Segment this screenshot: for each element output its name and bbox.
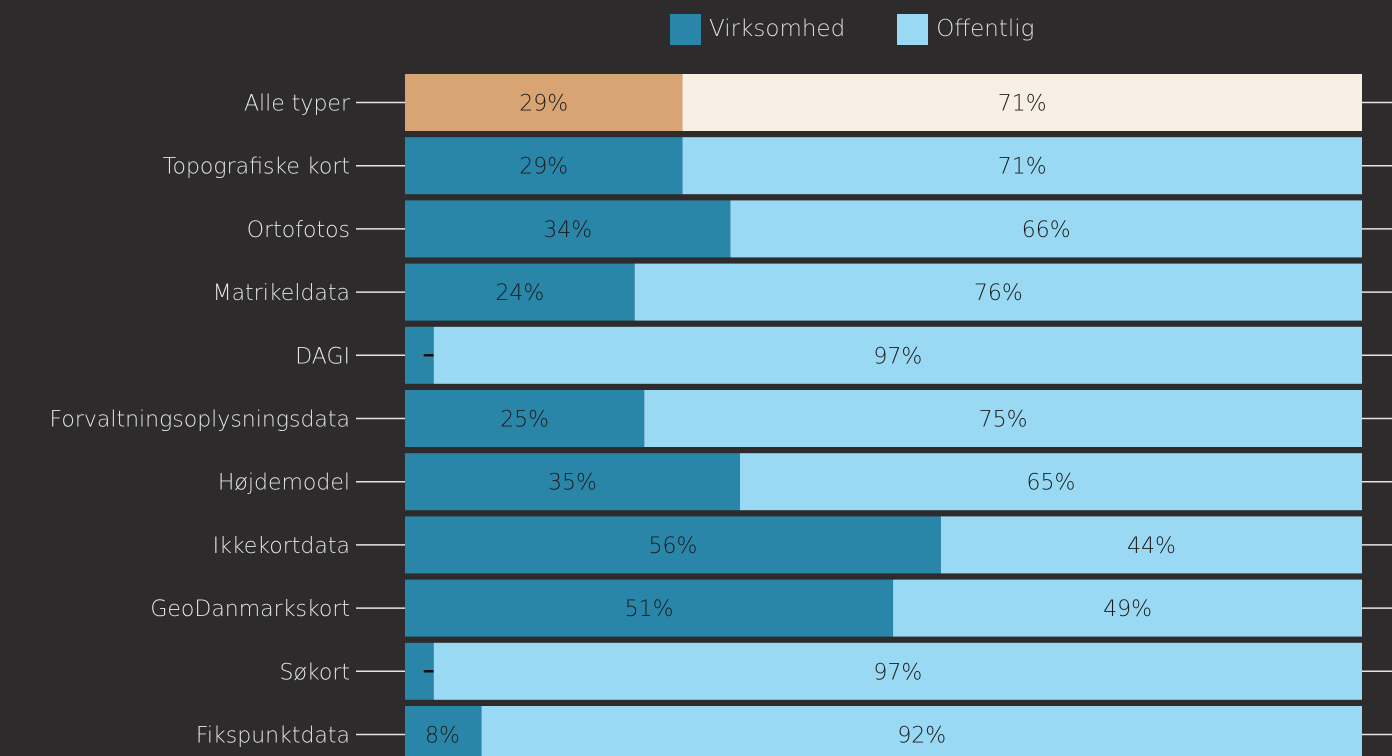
value-label-virksomhed-forvaltningsoplysningsdata: 25%	[500, 408, 549, 433]
category-label-alle-typer: Alle typer	[244, 92, 351, 117]
bar-segment-offentlig-højdemodel	[739, 453, 1362, 511]
value-label-virksomhed-fikspunktdata: 8%	[425, 724, 460, 749]
value-label-offentlig-forvaltningsoplysningsdata: 75%	[979, 408, 1028, 433]
bar-segment-virksomhed-fikspunktdata	[405, 706, 482, 756]
value-label-virksomhed-alle-typer: 29%	[519, 92, 568, 117]
category-label-forvaltningsoplysningsdata: Forvaltningsoplysningsdata	[49, 408, 350, 433]
bar-segment-offentlig-forvaltningsoplysningsdata	[644, 390, 1362, 447]
value-label-offentlig-geodanmarkskort: 49%	[1103, 597, 1152, 622]
value-label-offentlig-ortofotos: 66%	[1022, 218, 1071, 243]
bar-segment-offentlig-geodanmarkskort	[893, 579, 1362, 637]
bar-segment-offentlig-matrikeldata	[634, 263, 1362, 321]
legend-swatch-offentlig	[897, 13, 929, 45]
bar-segment-offentlig-ikkekortdata	[940, 516, 1362, 574]
bar-segment-offentlig-dagi	[433, 326, 1363, 384]
legend-label-offentlig: Offentlig	[936, 16, 1035, 42]
bar-segment-offentlig-søkort	[433, 642, 1363, 700]
bar-segment-virksomhed-matrikeldata	[405, 263, 635, 321]
value-label-offentlig-ikkekortdata: 44%	[1127, 534, 1176, 559]
bar-segment-virksomhed-forvaltningsoplysningsdata	[405, 390, 645, 447]
legend-item-offentlig: Offentlig	[897, 13, 1035, 45]
value-label-virksomhed-ikkekortdata: 56%	[649, 534, 698, 559]
value-label-offentlig-højdemodel: 65%	[1027, 471, 1076, 496]
category-label-fikspunktdata: Fikspunktdata	[196, 724, 350, 749]
category-label-højdemodel: Højdemodel	[218, 471, 350, 496]
category-label-geodanmarkskort: GeoDanmarkskort	[150, 597, 350, 622]
value-label-virksomhed-matrikeldata: 24%	[495, 281, 544, 306]
bar-segment-offentlig-fikspunktdata	[481, 706, 1362, 756]
value-label-offentlig-topografiske-kort: 71%	[998, 155, 1047, 180]
bar-segment-virksomhed-ikkekortdata	[405, 516, 941, 574]
legend-label-virksomhed: Virksomhed	[709, 16, 846, 42]
bar-segment-offentlig-ortofotos	[730, 200, 1362, 258]
value-label-offentlig-søkort: 97%	[873, 660, 922, 685]
value-label-virksomhed-topografiske-kort: 29%	[519, 155, 568, 180]
bar-segment-offentlig-topografiske-kort	[682, 137, 1362, 195]
category-label-ortofotos: Ortofotos	[247, 218, 350, 243]
bar-segment-virksomhed-alle-typer	[405, 74, 683, 131]
value-label-offentlig-alle-typer: 71%	[998, 92, 1047, 117]
legend: Virksomhed Offentlig	[670, 12, 1034, 46]
category-label-dagi: DAGI	[295, 344, 350, 369]
bar-segment-virksomhed-geodanmarkskort	[405, 579, 894, 637]
category-label-ikkekortdata: Ikkekortdata	[213, 534, 350, 559]
category-label-søkort: Søkort	[279, 660, 350, 685]
value-label-offentlig-fikspunktdata: 92%	[897, 724, 946, 749]
legend-swatch-virksomhed	[670, 13, 701, 45]
value-label-virksomhed-geodanmarkskort: 51%	[625, 597, 674, 622]
value-label-virksomhed-ortofotos: 34%	[543, 218, 592, 243]
bar-segment-virksomhed-ortofotos	[405, 200, 731, 258]
value-label-offentlig-matrikeldata: 76%	[974, 281, 1023, 306]
value-label-virksomhed-højdemodel: 35%	[548, 471, 597, 496]
bar-segment-offentlig-alle-typer	[682, 74, 1362, 131]
bar-segment-virksomhed-højdemodel	[405, 453, 740, 511]
legend-item-virksomhed: Virksomhed	[670, 13, 846, 45]
category-label-topografiske-kort: Topografiske kort	[163, 155, 350, 180]
category-label-matrikeldata: Matrikeldata	[213, 281, 350, 306]
bar-segment-virksomhed-topografiske-kort	[405, 137, 683, 195]
value-label-offentlig-dagi: 97%	[873, 344, 922, 369]
